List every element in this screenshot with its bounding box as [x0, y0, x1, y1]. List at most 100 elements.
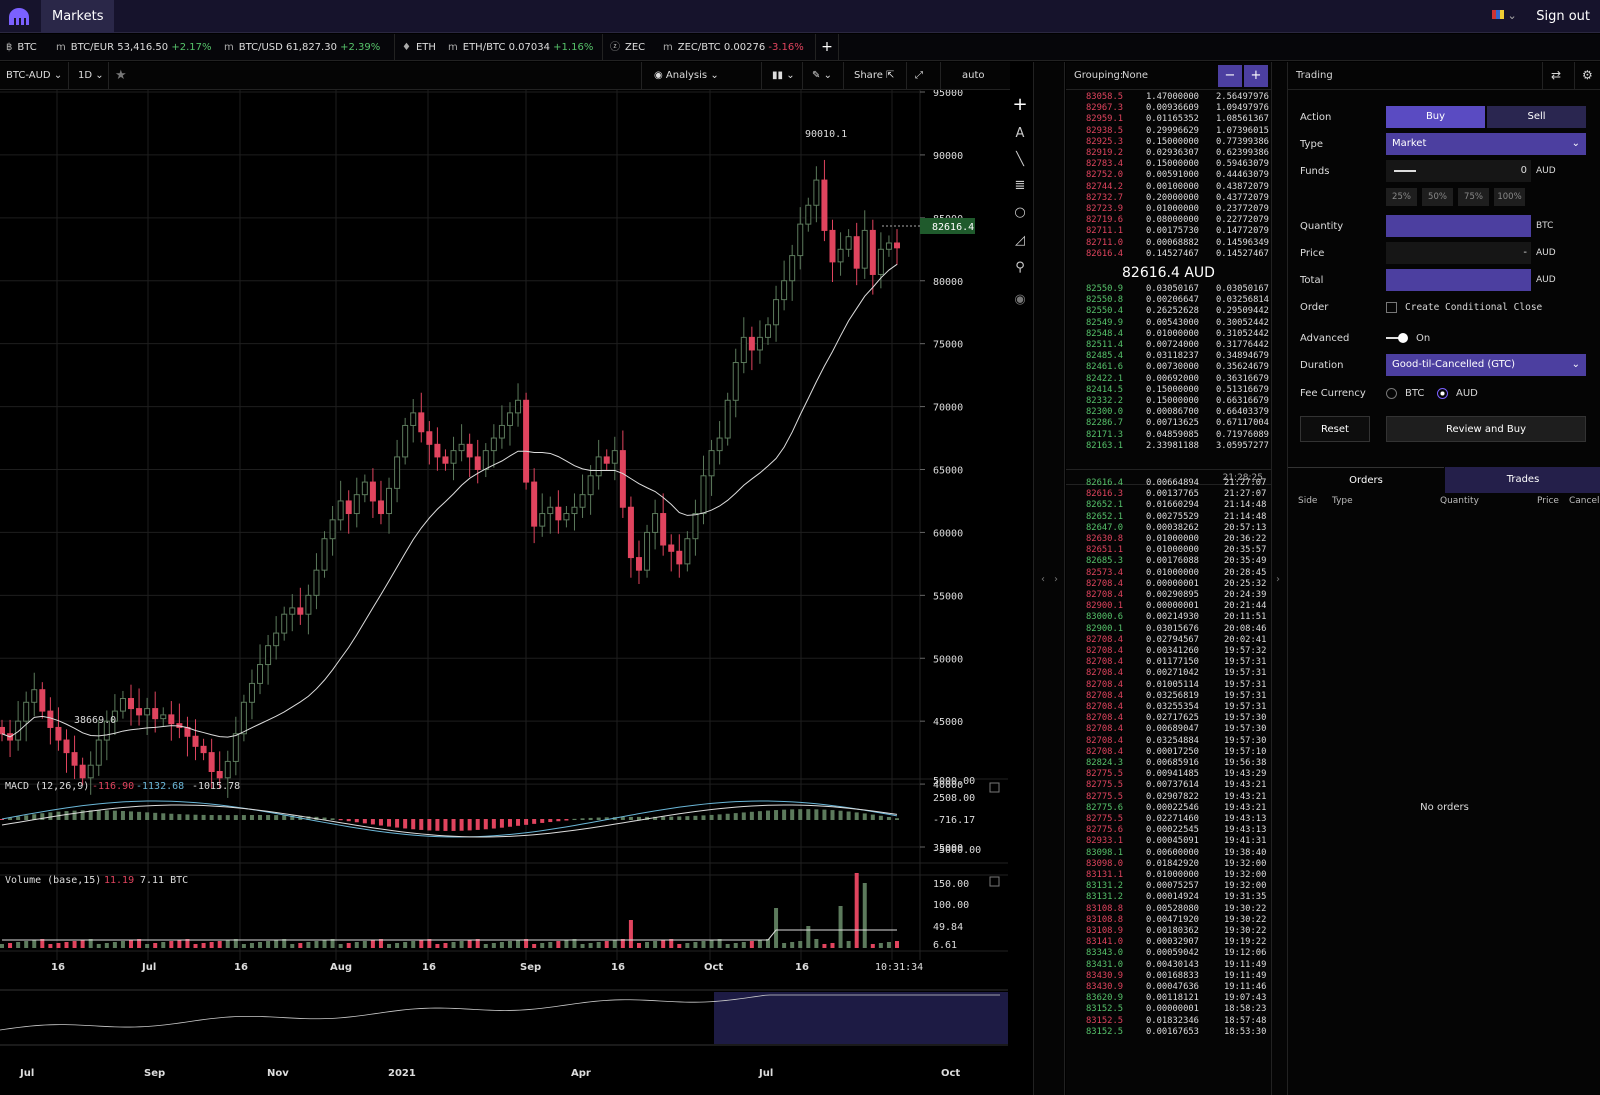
close-macd-icon[interactable]: [989, 782, 1000, 793]
navigator[interactable]: Jul Sep Nov 2021 Apr Jul Oct: [0, 989, 1008, 1079]
crosshair-icon[interactable]: +: [1012, 94, 1028, 115]
interval-selector[interactable]: 1D ⌄: [78, 62, 104, 90]
review-and-buy-button[interactable]: Review and Buy: [1386, 416, 1586, 442]
eye-icon: ◉: [654, 70, 663, 81]
ask-row[interactable]: 82723.9 0.01000000 0.23772079: [1066, 204, 1271, 215]
bid-row[interactable]: 82300.0 0.00086700 0.66403379: [1066, 407, 1271, 418]
volume-bar: [870, 944, 875, 948]
advanced-value: On: [1416, 333, 1431, 344]
ticker-eth[interactable]: ♦ ETH: [402, 34, 436, 61]
ticker-zec-btc[interactable]: m ZEC/BTC 0.00276 -3.16%: [663, 34, 804, 61]
bid-row[interactable]: 82171.3 0.04859085 0.71976089: [1066, 430, 1271, 441]
fee-btc-radio[interactable]: [1386, 388, 1397, 399]
text-tool-icon[interactable]: A: [1015, 126, 1025, 141]
total-input[interactable]: [1386, 269, 1531, 291]
grouping-value[interactable]: None: [1122, 70, 1149, 81]
conditional-close-checkbox[interactable]: [1386, 302, 1397, 313]
ask-row[interactable]: 82959.1 0.01165352 1.08561367: [1066, 114, 1271, 125]
tab-orders[interactable]: Orders: [1288, 467, 1444, 493]
fib-tool-icon[interactable]: ≣: [1014, 178, 1026, 193]
ask-row[interactable]: 82719.6 0.08000000 0.22772079: [1066, 215, 1271, 226]
ask-row[interactable]: 82925.3 0.15000000 0.77399386: [1066, 137, 1271, 148]
bid-row[interactable]: 82286.7 0.00713625 0.67117004: [1066, 418, 1271, 429]
collapse-left-icon[interactable]: ‹: [1041, 574, 1045, 585]
bid-row[interactable]: 82422.1 0.00692000 0.36316679: [1066, 374, 1271, 385]
bid-row[interactable]: 82485.4 0.03118237 0.34894679: [1066, 351, 1271, 362]
swap-icon[interactable]: ⇄: [1551, 68, 1562, 82]
panel-divider[interactable]: ‹ ›: [1033, 62, 1065, 1095]
sign-out-link[interactable]: Sign out: [1536, 9, 1590, 24]
add-pair-button[interactable]: +: [815, 34, 839, 61]
ask-row[interactable]: 82967.3 0.00936609 1.09497976: [1066, 103, 1271, 114]
analysis-button[interactable]: ◉ Analysis ⌄: [654, 62, 719, 90]
bid-row[interactable]: 82550.4 0.26252628 0.29509442: [1066, 306, 1271, 317]
bid-row[interactable]: 82163.1 2.33981188 3.05957277: [1066, 441, 1271, 452]
fee-aud-radio[interactable]: [1437, 388, 1448, 399]
order-type-select[interactable]: Market ⌄: [1386, 133, 1586, 155]
percent-100-button[interactable]: 100%: [1494, 188, 1525, 206]
panel-divider-right[interactable]: ›: [1271, 62, 1287, 1095]
language-selector[interactable]: ⌄: [1492, 9, 1528, 23]
visibility-icon[interactable]: ◉: [1014, 292, 1026, 307]
bid-row[interactable]: 82511.4 0.00724000 0.31776442: [1066, 340, 1271, 351]
ask-row[interactable]: 82752.0 0.00591000 0.44463079: [1066, 170, 1271, 181]
reset-button[interactable]: Reset: [1300, 416, 1370, 442]
collapse-right-icon[interactable]: ›: [1276, 574, 1280, 585]
chart-type-button[interactable]: ▮▮ ⌄: [772, 70, 795, 81]
ticker-btc[interactable]: ฿ BTC: [6, 34, 37, 61]
bid-row[interactable]: 82550.8 0.00206647 0.03256814: [1066, 295, 1271, 306]
settings-gear-icon[interactable]: ⚙: [1582, 68, 1593, 82]
buy-button[interactable]: Buy: [1386, 106, 1485, 128]
ask-row[interactable]: 82744.2 0.00100000 0.43872079: [1066, 182, 1271, 193]
duration-select[interactable]: Good-til-Cancelled (GTC) ⌄: [1386, 354, 1586, 376]
funds-input[interactable]: 0: [1386, 160, 1531, 182]
share-button[interactable]: Share ⇱: [854, 62, 894, 90]
magnet-tool-icon[interactable]: ⚲: [1015, 260, 1025, 275]
spread-price: 82616.4 AUD: [1122, 265, 1215, 281]
price-input[interactable]: -: [1386, 242, 1531, 264]
ask-row[interactable]: 82732.7 0.20000000 0.43772079: [1066, 193, 1271, 204]
percent-25-button[interactable]: 25%: [1386, 188, 1417, 206]
line-tool-icon[interactable]: ╲: [1016, 152, 1024, 167]
symbol-selector[interactable]: BTC-AUD ⌄: [6, 62, 62, 90]
percent-50-button[interactable]: 50%: [1422, 188, 1453, 206]
tab-trades[interactable]: Trades: [1445, 467, 1600, 493]
ticker-btc-usd[interactable]: m BTC/USD 61,827.30 +2.39%: [224, 34, 380, 61]
ask-row[interactable]: 83058.5 1.47000000 2.56497976: [1066, 92, 1271, 103]
ask-row[interactable]: 82919.2 0.02936307 0.62399386: [1066, 148, 1271, 159]
markets-tab[interactable]: Markets: [41, 0, 115, 33]
circle-tool-icon[interactable]: ○: [1014, 205, 1026, 220]
sell-button[interactable]: Sell: [1487, 106, 1586, 128]
grouping-increase-button[interactable]: +: [1244, 65, 1268, 87]
ticker-zec[interactable]: ⓩ ZEC: [610, 34, 645, 61]
measure-tool-icon[interactable]: ◿: [1015, 233, 1025, 248]
bid-row[interactable]: 82332.2 0.15000000 0.66316679: [1066, 396, 1271, 407]
collapse-right-icon[interactable]: ›: [1054, 574, 1058, 585]
macd-bar: [209, 815, 214, 820]
ask-row[interactable]: 82783.4 0.15000000 0.59463079: [1066, 159, 1271, 170]
price-chart[interactable]: 9500090000850008000075000700006500060000…: [0, 90, 1008, 1085]
bid-row[interactable]: 82548.4 0.01000000 0.31052442: [1066, 329, 1271, 340]
grouping-decrease-button[interactable]: −: [1218, 65, 1242, 87]
bid-row[interactable]: 82550.9 0.03050167 0.03050167: [1066, 284, 1271, 295]
draw-button[interactable]: ✎ ⌄: [812, 70, 832, 81]
favorite-star-icon[interactable]: ★: [115, 68, 127, 83]
price-cell: 83098.0: [1086, 858, 1124, 869]
ask-row[interactable]: 82616.4 0.14527467 0.14527467: [1066, 249, 1271, 260]
ticker-eth-btc[interactable]: m ETH/BTC 0.07034 +1.16%: [448, 34, 593, 61]
kraken-logo-icon[interactable]: [6, 7, 32, 27]
percent-75-button[interactable]: 75%: [1458, 188, 1489, 206]
fullscreen-icon[interactable]: ⤢: [915, 70, 923, 81]
quantity-input[interactable]: [1386, 215, 1531, 237]
ask-row[interactable]: 82711.0 0.00068882 0.14596349: [1066, 238, 1271, 249]
bid-row[interactable]: 82461.6 0.00730000 0.35624679: [1066, 362, 1271, 373]
bid-row[interactable]: 82414.5 0.15000000 0.51316679: [1066, 385, 1271, 396]
navigator-range[interactable]: [714, 992, 1008, 1044]
bid-row[interactable]: 82549.9 0.00543000 0.30052442: [1066, 318, 1271, 329]
advanced-toggle[interactable]: [1386, 333, 1410, 343]
auto-scale-button[interactable]: auto: [962, 70, 985, 81]
close-volume-icon[interactable]: [989, 876, 1000, 887]
ticker-btc-eur[interactable]: m BTC/EUR 53,416.50 +2.17%: [56, 34, 212, 61]
ask-row[interactable]: 82938.5 0.29996629 1.07396015: [1066, 126, 1271, 137]
ask-row[interactable]: 82711.1 0.00175730 0.14772079: [1066, 226, 1271, 237]
